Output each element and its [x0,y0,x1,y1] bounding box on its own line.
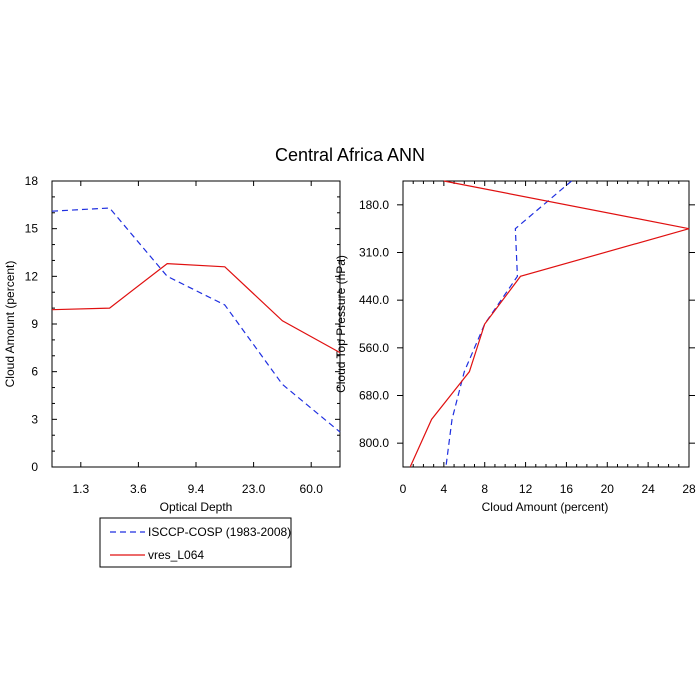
right-x-tick-label: 12 [519,482,533,496]
legend: ISCCP-COSP (1983-2008) vres_L064 [99,517,292,568]
right-x-axis-label: Cloud Amount (percent) [482,500,609,514]
left-x-axis-label: Optical Depth [160,500,233,514]
cloud-top-pressure-chart: Cloud Amount (percent) Cloud Top Pressur… [334,180,696,514]
left-x-tick-label: 23.0 [242,482,266,496]
left-series-vres-line [51,263,341,354]
right-x-tick-label: 4 [441,482,448,496]
left-y-tick-label: 0 [31,460,38,474]
right-x-tick-label: 0 [400,482,407,496]
right-plot-frame [402,180,690,468]
figure-title: Central Africa ANN [275,145,425,165]
right-x-tick-label: 16 [560,482,574,496]
right-y-tick-label: 440.0 [359,293,389,307]
right-y-tick-label: 800.0 [359,436,389,450]
left-series-isccp-line [51,207,341,433]
left-y-tick-label: 6 [31,365,38,379]
optical-depth-chart: Optical Depth Cloud Amount (percent) 0 3 6… [3,174,341,514]
legend-box [99,517,292,568]
legend-model-label: vres_L064 [148,548,204,562]
left-plot-frame [51,180,341,468]
left-x-tick-label: 9.4 [188,482,205,496]
right-x-tick-label: 24 [641,482,655,496]
left-x-tick-label: 3.6 [130,482,147,496]
right-series-isccp-line [445,180,572,468]
left-y-tick-label: 3 [31,412,38,426]
right-y-tick-label: 180.0 [359,198,389,212]
right-y-tick-label: 560.0 [359,341,389,355]
left-y-tick-label: 18 [25,174,39,188]
left-x-tick-label: 60.0 [300,482,324,496]
right-y-axis-label: Cloud Top Pressure (hPa) [334,255,348,393]
legend-obs-label: ISCCP-COSP (1983-2008) [148,525,291,539]
left-y-tick-label: 15 [25,222,39,236]
right-x-tick-label: 8 [481,482,488,496]
left-y-axis-label: Cloud Amount (percent) [3,261,17,388]
right-x-tick-label: 28 [682,482,696,496]
left-y-tick-label: 9 [31,317,38,331]
left-y-tick-label: 12 [25,269,39,283]
left-x-tick-label: 1.3 [72,482,89,496]
right-y-tick-label: 310.0 [359,246,389,260]
right-y-tick-label: 680.0 [359,389,389,403]
right-x-tick-label: 20 [601,482,615,496]
right-series-vres-line [409,180,690,468]
